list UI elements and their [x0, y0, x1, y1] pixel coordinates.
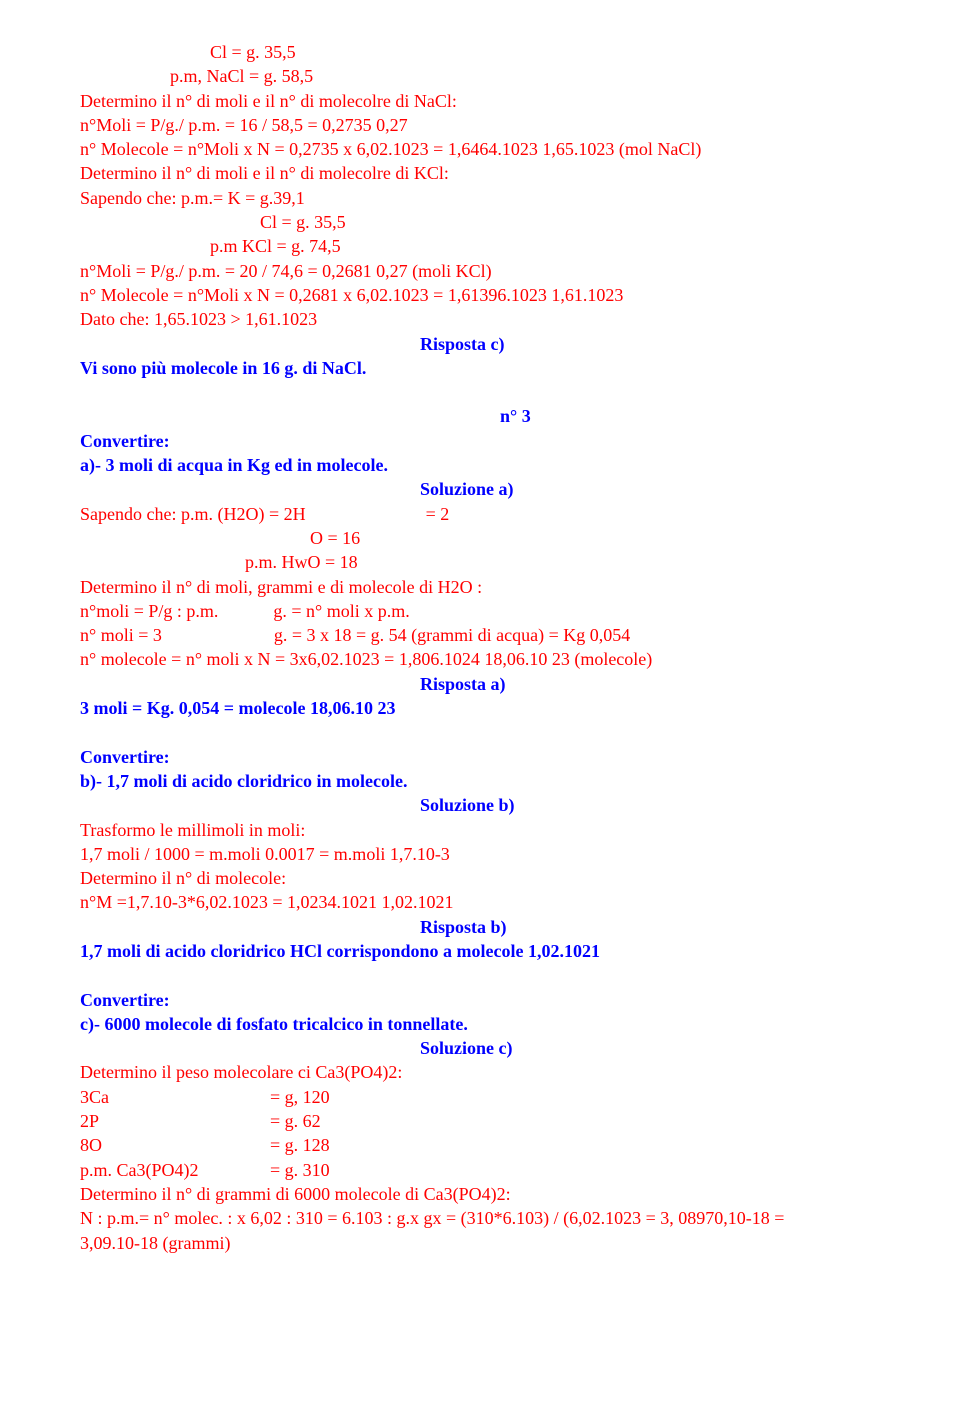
- text: = 2: [426, 504, 450, 524]
- problem-number: n° 3: [80, 404, 880, 428]
- text: Cl = g. 35,5: [80, 40, 880, 64]
- text: p.m, NaCl = g. 58,5: [80, 64, 880, 88]
- text: 2P= g. 62: [80, 1109, 880, 1133]
- text: Cl = g. 35,5: [80, 210, 880, 234]
- text: = g. 62: [270, 1111, 321, 1131]
- question: b)- 1,7 moli di acido cloridrico in mole…: [80, 769, 880, 793]
- text: n° molecole = n° moli x N = 3x6,02.1023 …: [80, 647, 880, 671]
- text: Sapendo che: p.m.= K = g.39,1: [80, 186, 880, 210]
- text: Determino il n° di grammi di 6000 moleco…: [80, 1182, 880, 1206]
- text: n° Molecole = n°Moli x N = 0,2735 x 6,02…: [80, 137, 880, 161]
- text: n°moli = P/g : p.m. g. = n° moli x p.m.: [80, 599, 880, 623]
- text: Determino il n° di moli, grammi e di mol…: [80, 575, 880, 599]
- text: 3Ca= g, 120: [80, 1085, 880, 1109]
- answer: Vi sono più molecole in 16 g. di NaCl.: [80, 356, 880, 380]
- text: n° moli = 3 g. = 3 x 18 = g. 54 (grammi d…: [80, 623, 880, 647]
- text: = g, 120: [270, 1087, 330, 1107]
- text: Determino il n° di moli e il n° di molec…: [80, 89, 880, 113]
- text: 1,7 moli / 1000 = m.moli 0.0017 = m.moli…: [80, 842, 880, 866]
- text: Sapendo che: p.m. (H2O) = 2H: [80, 504, 306, 524]
- text: g. = 3 x 18 = g. 54 (grammi di acqua) = …: [274, 625, 630, 645]
- text: 2P: [80, 1109, 270, 1133]
- solution-label: Soluzione b): [80, 793, 880, 817]
- answer-label: Risposta c): [80, 332, 880, 356]
- text: Determino il n° di moli e il n° di molec…: [80, 161, 880, 185]
- text: n°Moli = P/g./ p.m. = 20 / 74,6 = 0,2681…: [80, 259, 880, 283]
- text: 8O= g. 128: [80, 1133, 880, 1157]
- text: 3Ca: [80, 1085, 270, 1109]
- text: n°moli = P/g : p.m.: [80, 601, 218, 621]
- text: Sapendo che: p.m. (H2O) = 2H = 2: [80, 502, 880, 526]
- answer: 1,7 moli di acido cloridrico HCl corrisp…: [80, 939, 880, 963]
- question: a)- 3 moli di acqua in Kg ed in molecole…: [80, 453, 880, 477]
- text: p.m. Ca3(PO4)2: [80, 1158, 270, 1182]
- text: n°M =1,7.10-3*6,02.1023 = 1,0234.1021 1,…: [80, 890, 880, 914]
- text: g. = n° moli x p.m.: [273, 601, 409, 621]
- text: n° Molecole = n°Moli x N = 0,2681 x 6,02…: [80, 283, 880, 307]
- label: Convertire:: [80, 429, 880, 453]
- solution-label: Soluzione a): [80, 477, 880, 501]
- answer-label: Risposta a): [80, 672, 880, 696]
- text: p.m KCl = g. 74,5: [80, 234, 880, 258]
- text: Determino il n° di molecole:: [80, 866, 880, 890]
- text: Trasformo le millimoli in moli:: [80, 818, 880, 842]
- text: n° moli = 3: [80, 625, 162, 645]
- text: = g. 310: [270, 1160, 330, 1180]
- answer: 3 moli = Kg. 0,054 = molecole 18,06.10 2…: [80, 696, 880, 720]
- text: 3,09.10-18 (grammi): [80, 1231, 880, 1255]
- answer-label: Risposta b): [80, 915, 880, 939]
- text: Dato che: 1,65.1023 > 1,61.1023: [80, 307, 880, 331]
- solution-label: Soluzione c): [80, 1036, 880, 1060]
- text: = g. 128: [270, 1135, 330, 1155]
- text: n°Moli = P/g./ p.m. = 16 / 58,5 = 0,2735…: [80, 113, 880, 137]
- question: c)- 6000 molecole di fosfato tricalcico …: [80, 1012, 880, 1036]
- text: 8O: [80, 1133, 270, 1157]
- text: Determino il peso molecolare ci Ca3(PO4)…: [80, 1060, 880, 1084]
- text: p.m. Ca3(PO4)2= g. 310: [80, 1158, 880, 1182]
- label: Convertire:: [80, 745, 880, 769]
- text: p.m. HwO = 18: [80, 550, 880, 574]
- text: N : p.m.= n° molec. : x 6,02 : 310 = 6.1…: [80, 1206, 880, 1230]
- text: O = 16: [80, 526, 880, 550]
- label: Convertire:: [80, 988, 880, 1012]
